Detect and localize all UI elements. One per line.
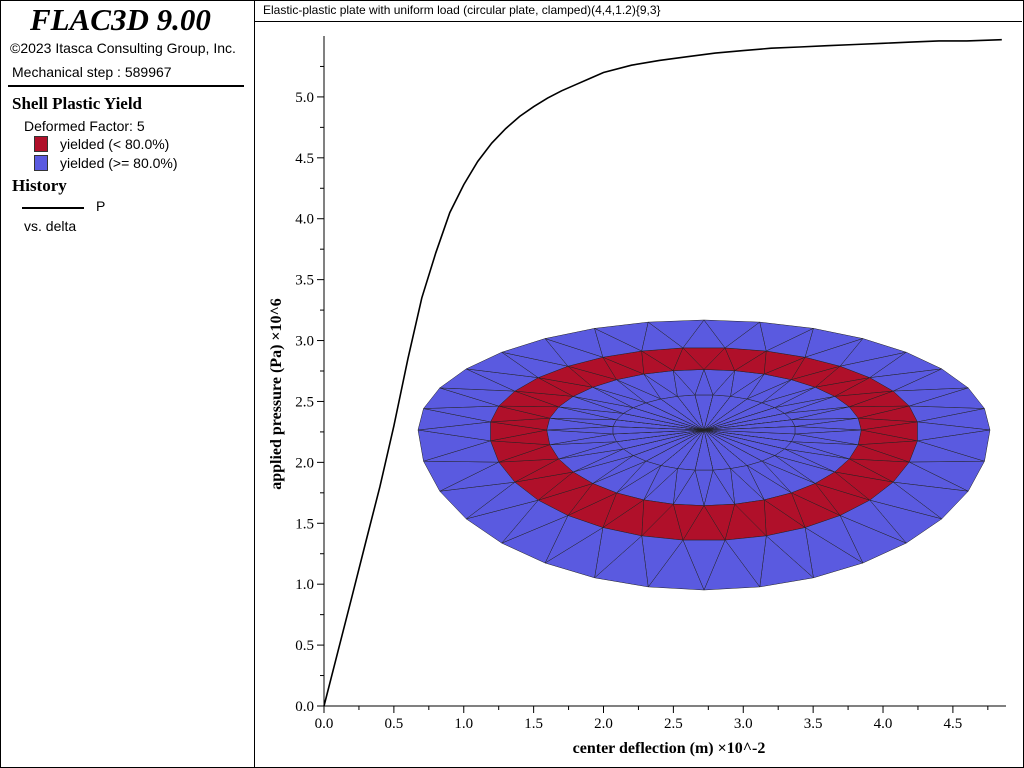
history-series-label: P — [96, 198, 106, 214]
y-tick-label: 3.5 — [295, 273, 314, 289]
x-tick-label: 1.0 — [454, 716, 473, 732]
y-tick-label: 5.0 — [295, 90, 314, 106]
history-vs-label: vs. delta — [24, 218, 77, 234]
x-tick-label: 2.5 — [664, 716, 683, 732]
deformed-factor: Deformed Factor: 5 — [24, 118, 145, 134]
y-tick-label: 2.5 — [295, 394, 314, 410]
shell-plastic-yield-title: Shell Plastic Yield — [12, 94, 143, 113]
x-tick-label: 3.5 — [804, 716, 823, 732]
legend-label-blue: yielded (>= 80.0%) — [60, 155, 178, 171]
x-tick-label: 4.5 — [944, 716, 963, 732]
y-axis-label: applied pressure (Pa) ×10^6 — [268, 298, 285, 490]
y-tick-label: 0.5 — [295, 638, 314, 654]
y-tick-label: 0.0 — [295, 699, 314, 715]
plate-facet — [917, 429, 991, 462]
chart-axes: 0.0 0.5 1.0 1.5 2.0 2.5 3.0 3.5 4.0 4.5 0.0 0.5 1.0 1… — [295, 36, 1006, 732]
y-tick-label: 2.0 — [295, 455, 314, 471]
y-tick-label: 3.0 — [295, 334, 314, 350]
plot-title: Elastic-plastic plate with uniform load … — [263, 3, 661, 17]
x-tick-label: 0.0 — [315, 716, 334, 732]
app-title: FLAC3D 9.00 — [30, 2, 211, 37]
legend-divider — [8, 85, 244, 87]
legend-swatch-blue — [34, 155, 48, 171]
plate-3d-view — [417, 319, 991, 591]
legend-panel: FLAC3D 9.00 ©2023 Itasca Consulting Grou… — [0, 0, 255, 768]
history-title: History — [12, 176, 67, 195]
x-tick-label: 4.0 — [874, 716, 893, 732]
mechanical-step: Mechanical step : 589967 — [12, 64, 172, 80]
chart-series — [323, 38, 1002, 707]
y-tick-label: 1.0 — [295, 577, 314, 593]
chart: 0.0 0.5 1.0 1.5 2.0 2.5 3.0 3.5 4.0 4.5 0.0 0.5 1.0 1… — [268, 36, 1006, 757]
y-tick-label: 4.0 — [295, 212, 314, 228]
x-tick-label: 1.5 — [524, 716, 543, 732]
x-tick-label: 0.5 — [385, 716, 404, 732]
legend-swatch-red — [34, 136, 48, 152]
history-line-sample — [22, 207, 84, 209]
x-axis-label: center deflection (m) ×10^-2 — [573, 740, 766, 757]
copyright-text: ©2023 Itasca Consulting Group, Inc. — [10, 40, 236, 56]
series-line-p — [323, 38, 1002, 707]
x-tick-label: 3.0 — [734, 716, 753, 732]
legend-label-red: yielded (< 80.0%) — [60, 136, 170, 152]
y-tick-label: 4.5 — [295, 151, 314, 167]
y-tick-label: 1.5 — [295, 516, 314, 532]
plot-title-bar: Elastic-plastic plate with uniform load … — [255, 0, 1022, 22]
x-tick-label: 2.0 — [594, 716, 613, 732]
